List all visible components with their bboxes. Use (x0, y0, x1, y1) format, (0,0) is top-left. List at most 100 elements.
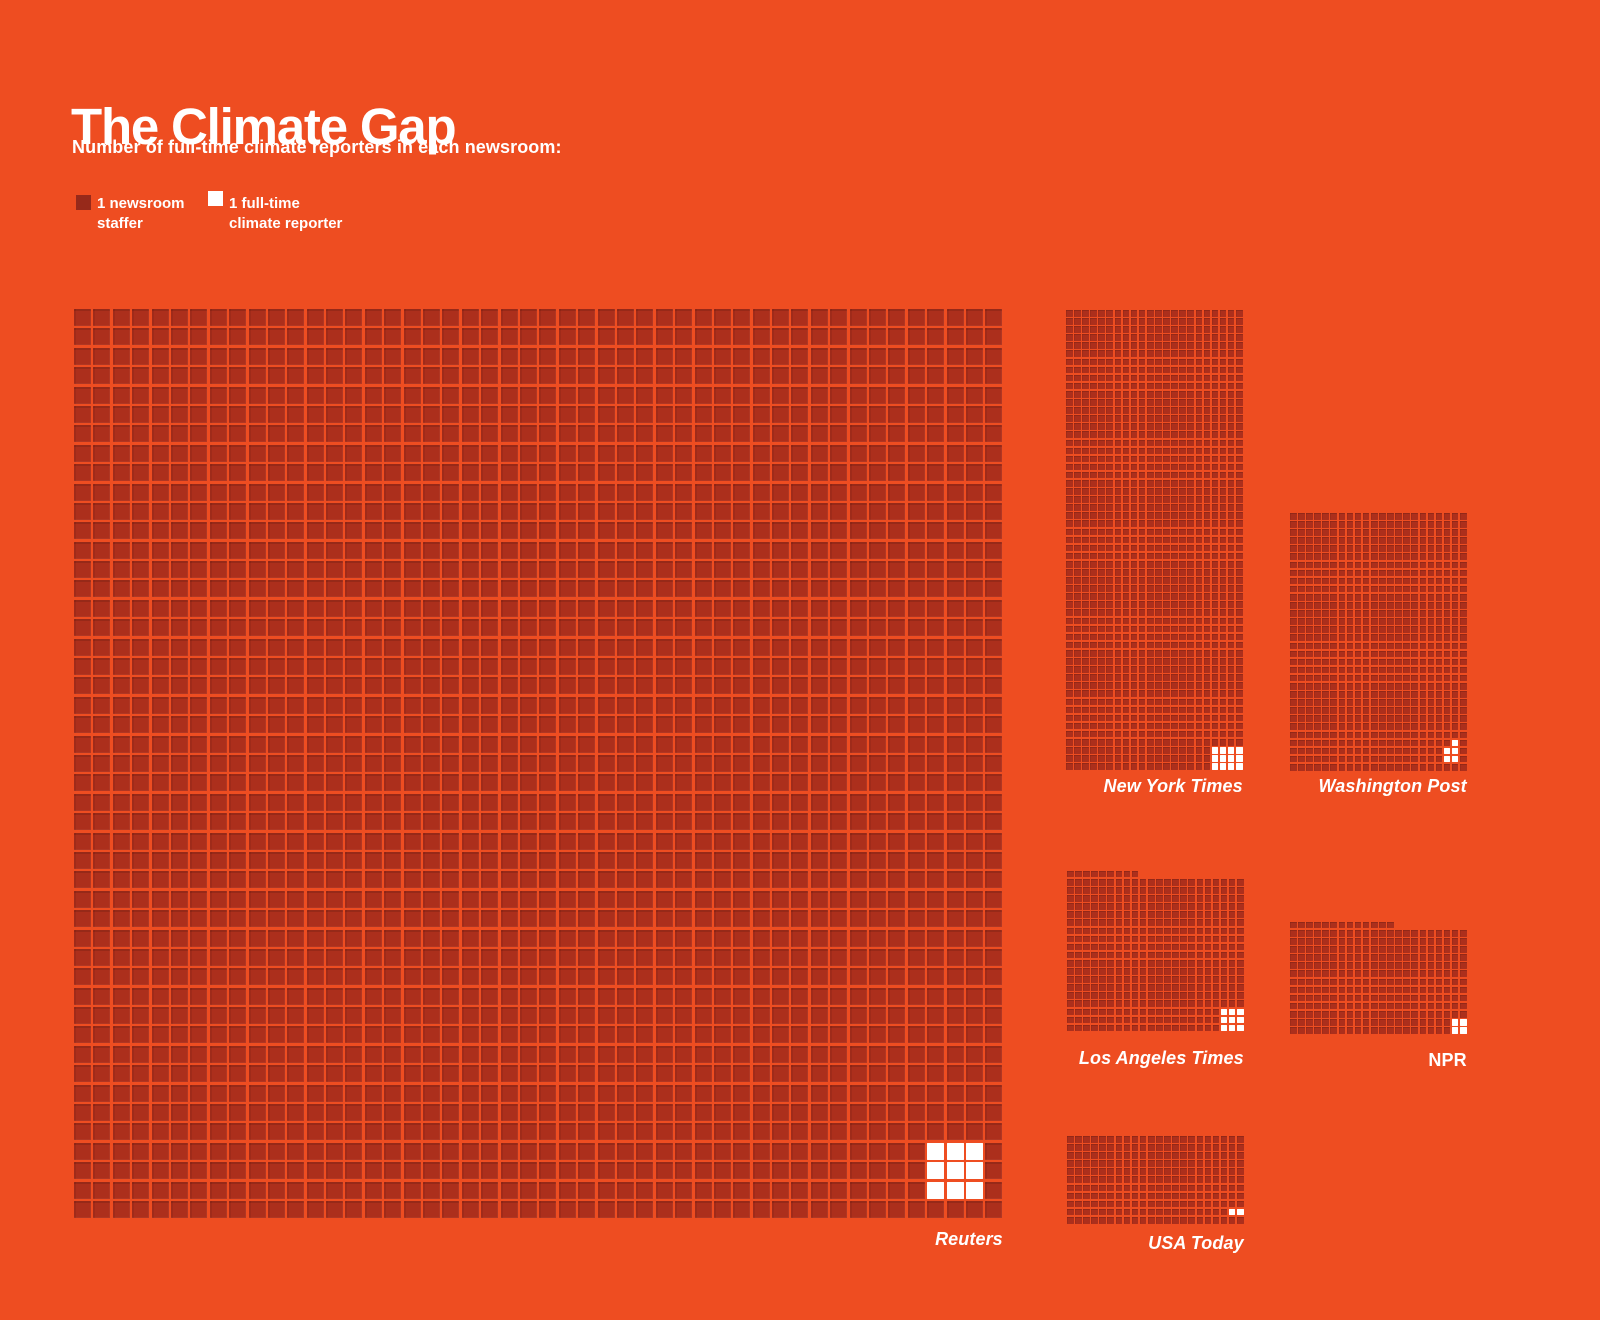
newsroom-staffer-cell (1459, 1010, 1467, 1018)
newsroom-staffer-cell (1346, 666, 1354, 674)
newsroom-staffer-cell (1346, 650, 1354, 658)
newsroom-staffer-cell (1419, 930, 1427, 937)
climate-reporter-cell (1443, 755, 1451, 763)
newsroom-staffer-cell (1235, 682, 1243, 689)
newsroom-staffer-cell (1219, 415, 1227, 422)
newsroom-staffer-cell (151, 444, 169, 462)
newsroom-staffer-cell (209, 1162, 227, 1180)
newsroom-staffer-cell (1171, 641, 1178, 649)
newsroom-staffer-cell (442, 541, 460, 559)
newsroom-staffer-cell (209, 464, 227, 482)
newsroom-staffer-cell (1122, 326, 1130, 333)
newsroom-staffer-cell (306, 716, 324, 734)
newsroom-staffer-cell (1146, 310, 1154, 317)
newsroom-staffer-cell (1298, 731, 1305, 739)
newsroom-staffer-cell (1171, 439, 1178, 447)
newsroom-staffer-cell (1074, 512, 1081, 519)
newsroom-staffer-cell (1395, 666, 1402, 674)
newsroom-staffer-cell (1179, 658, 1186, 665)
newsroom-staffer-cell (1082, 504, 1089, 511)
newsroom-staffer-cell (655, 716, 673, 734)
newsroom-staffer-cell (1098, 617, 1105, 625)
newsroom-staffer-cell (306, 347, 324, 365)
newsroom-staffer-cell (1443, 529, 1451, 536)
newsroom-staffer-cell (170, 658, 188, 676)
newsroom-staffer-cell (1163, 479, 1170, 487)
newsroom-staffer-cell (1187, 415, 1194, 422)
newsroom-staffer-cell (1122, 310, 1130, 317)
newsroom-staffer-cell (578, 541, 596, 559)
newsroom-staffer-cell (1459, 658, 1467, 666)
waffle-grid-npr-partial-row (1290, 921, 1394, 929)
newsroom-staffer-cell (1395, 723, 1402, 731)
newsroom-staffer-cell (869, 890, 887, 908)
newsroom-staffer-cell (888, 948, 906, 966)
newsroom-staffer-cell (558, 619, 576, 637)
newsroom-staffer-cell (500, 502, 518, 520)
newsroom-staffer-cell (1171, 407, 1178, 414)
newsroom-staffer-cell (1099, 887, 1106, 894)
newsroom-staffer-cell (539, 367, 557, 385)
newsroom-staffer-cell (1427, 747, 1435, 755)
newsroom-staffer-cell (151, 793, 169, 811)
newsroom-staffer-cell (713, 1181, 731, 1199)
newsroom-staffer-cell (985, 483, 1003, 501)
newsroom-staffer-cell (1354, 545, 1362, 552)
newsroom-staffer-cell (733, 367, 751, 385)
newsroom-staffer-cell (267, 735, 285, 753)
newsroom-staffer-cell (1196, 951, 1204, 959)
newsroom-staffer-cell (1099, 895, 1106, 902)
newsroom-staffer-cell (1219, 658, 1227, 665)
newsroom-staffer-cell (519, 716, 537, 734)
newsroom-staffer-cell (1370, 561, 1378, 569)
newsroom-staffer-cell (1290, 553, 1297, 561)
newsroom-staffer-cell (1091, 1008, 1098, 1016)
newsroom-staffer-cell (1211, 617, 1219, 625)
newsroom-staffer-cell (616, 1123, 634, 1141)
newsroom-staffer-cell (287, 638, 305, 656)
newsroom-staffer-cell (1123, 927, 1131, 935)
newsroom-staffer-cell (1156, 951, 1163, 959)
newsroom-staffer-cell (888, 968, 906, 986)
newsroom-staffer-cell (985, 1142, 1003, 1160)
newsroom-staffer-cell (1196, 927, 1204, 935)
newsroom-staffer-cell (1220, 951, 1228, 959)
newsroom-staffer-cell (519, 1181, 537, 1199)
newsroom-staffer-cell (1395, 747, 1402, 755)
newsroom-staffer-cell (1139, 959, 1147, 967)
newsroom-staffer-cell (1451, 674, 1459, 682)
newsroom-staffer-cell (190, 910, 208, 928)
newsroom-staffer-cell (1211, 479, 1219, 487)
newsroom-staffer-cell (1403, 666, 1410, 674)
newsroom-staffer-cell (1163, 609, 1170, 617)
newsroom-staffer-cell (946, 347, 964, 365)
newsroom-staffer-cell (384, 774, 402, 792)
newsroom-staffer-cell (1419, 674, 1427, 682)
newsroom-staffer-cell (1067, 1008, 1074, 1016)
newsroom-staffer-cell (209, 871, 227, 889)
newsroom-staffer-cell (1235, 690, 1243, 697)
newsroom-staffer-cell (74, 754, 91, 772)
newsroom-staffer-cell (1187, 755, 1194, 762)
newsroom-staffer-cell (1427, 602, 1435, 609)
newsroom-staffer-cell (907, 541, 925, 559)
newsroom-staffer-cell (403, 1123, 421, 1141)
newsroom-staffer-cell (74, 638, 91, 656)
newsroom-staffer-cell (481, 1007, 499, 1025)
newsroom-staffer-cell (170, 464, 188, 482)
newsroom-staffer-cell (616, 309, 634, 326)
newsroom-staffer-cell (927, 929, 945, 947)
newsroom-staffer-cell (1379, 1019, 1386, 1026)
newsroom-staffer-cell (1163, 407, 1170, 414)
newsroom-staffer-cell (151, 405, 169, 423)
newsroom-staffer-cell (1235, 706, 1243, 714)
newsroom-staffer-cell (1066, 520, 1073, 528)
newsroom-staffer-cell (985, 541, 1003, 559)
newsroom-staffer-cell (1106, 649, 1114, 657)
newsroom-staffer-cell (1122, 625, 1130, 633)
newsroom-staffer-cell (1354, 650, 1362, 658)
newsroom-staffer-cell (1106, 374, 1114, 382)
newsroom-staffer-cell (597, 793, 615, 811)
newsroom-staffer-cell (597, 1104, 615, 1122)
newsroom-staffer-cell (1146, 690, 1154, 697)
